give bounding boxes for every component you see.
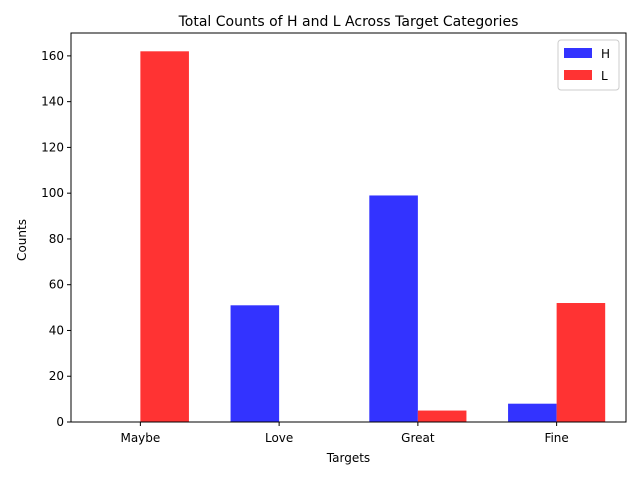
chart-title: Total Counts of H and L Across Target Ca… xyxy=(178,14,519,30)
bar-h-love xyxy=(230,305,280,422)
legend: HL xyxy=(557,39,620,91)
bar-h-great xyxy=(369,195,418,422)
y-tick-label: 100 xyxy=(41,186,64,200)
bar-l-maybe xyxy=(140,51,189,423)
plot-frame xyxy=(70,32,627,423)
bars-layer xyxy=(140,51,606,423)
x-tick-label: Fine xyxy=(544,431,568,445)
y-axis-title: Counts xyxy=(15,219,29,261)
y-tick-label: 160 xyxy=(41,49,64,63)
y-tick-label: 20 xyxy=(49,369,64,383)
ticks-layer: Maybe Love Great Fine 0 20 40 60 80 100 120 140 160 xyxy=(41,49,569,445)
y-tick-label: 60 xyxy=(49,278,64,292)
legend-label-h: H xyxy=(601,47,610,61)
bar-l-great xyxy=(417,410,467,422)
legend-swatch-h xyxy=(564,48,592,58)
x-tick-label: Great xyxy=(401,431,435,445)
y-tick-label: 40 xyxy=(49,323,64,337)
y-tick-label: 0 xyxy=(56,415,64,429)
bar-l-fine xyxy=(556,303,606,422)
legend-swatch-l xyxy=(564,70,592,80)
legend-label-l: L xyxy=(601,69,608,83)
x-axis-title: Targets xyxy=(326,451,370,465)
x-tick-label: Maybe xyxy=(120,431,160,445)
bar-h-fine xyxy=(508,403,557,422)
y-tick-label: 140 xyxy=(41,95,64,109)
y-tick-label: 120 xyxy=(41,140,64,154)
y-tick-label: 80 xyxy=(49,232,64,246)
x-tick-label: Love xyxy=(265,431,293,445)
